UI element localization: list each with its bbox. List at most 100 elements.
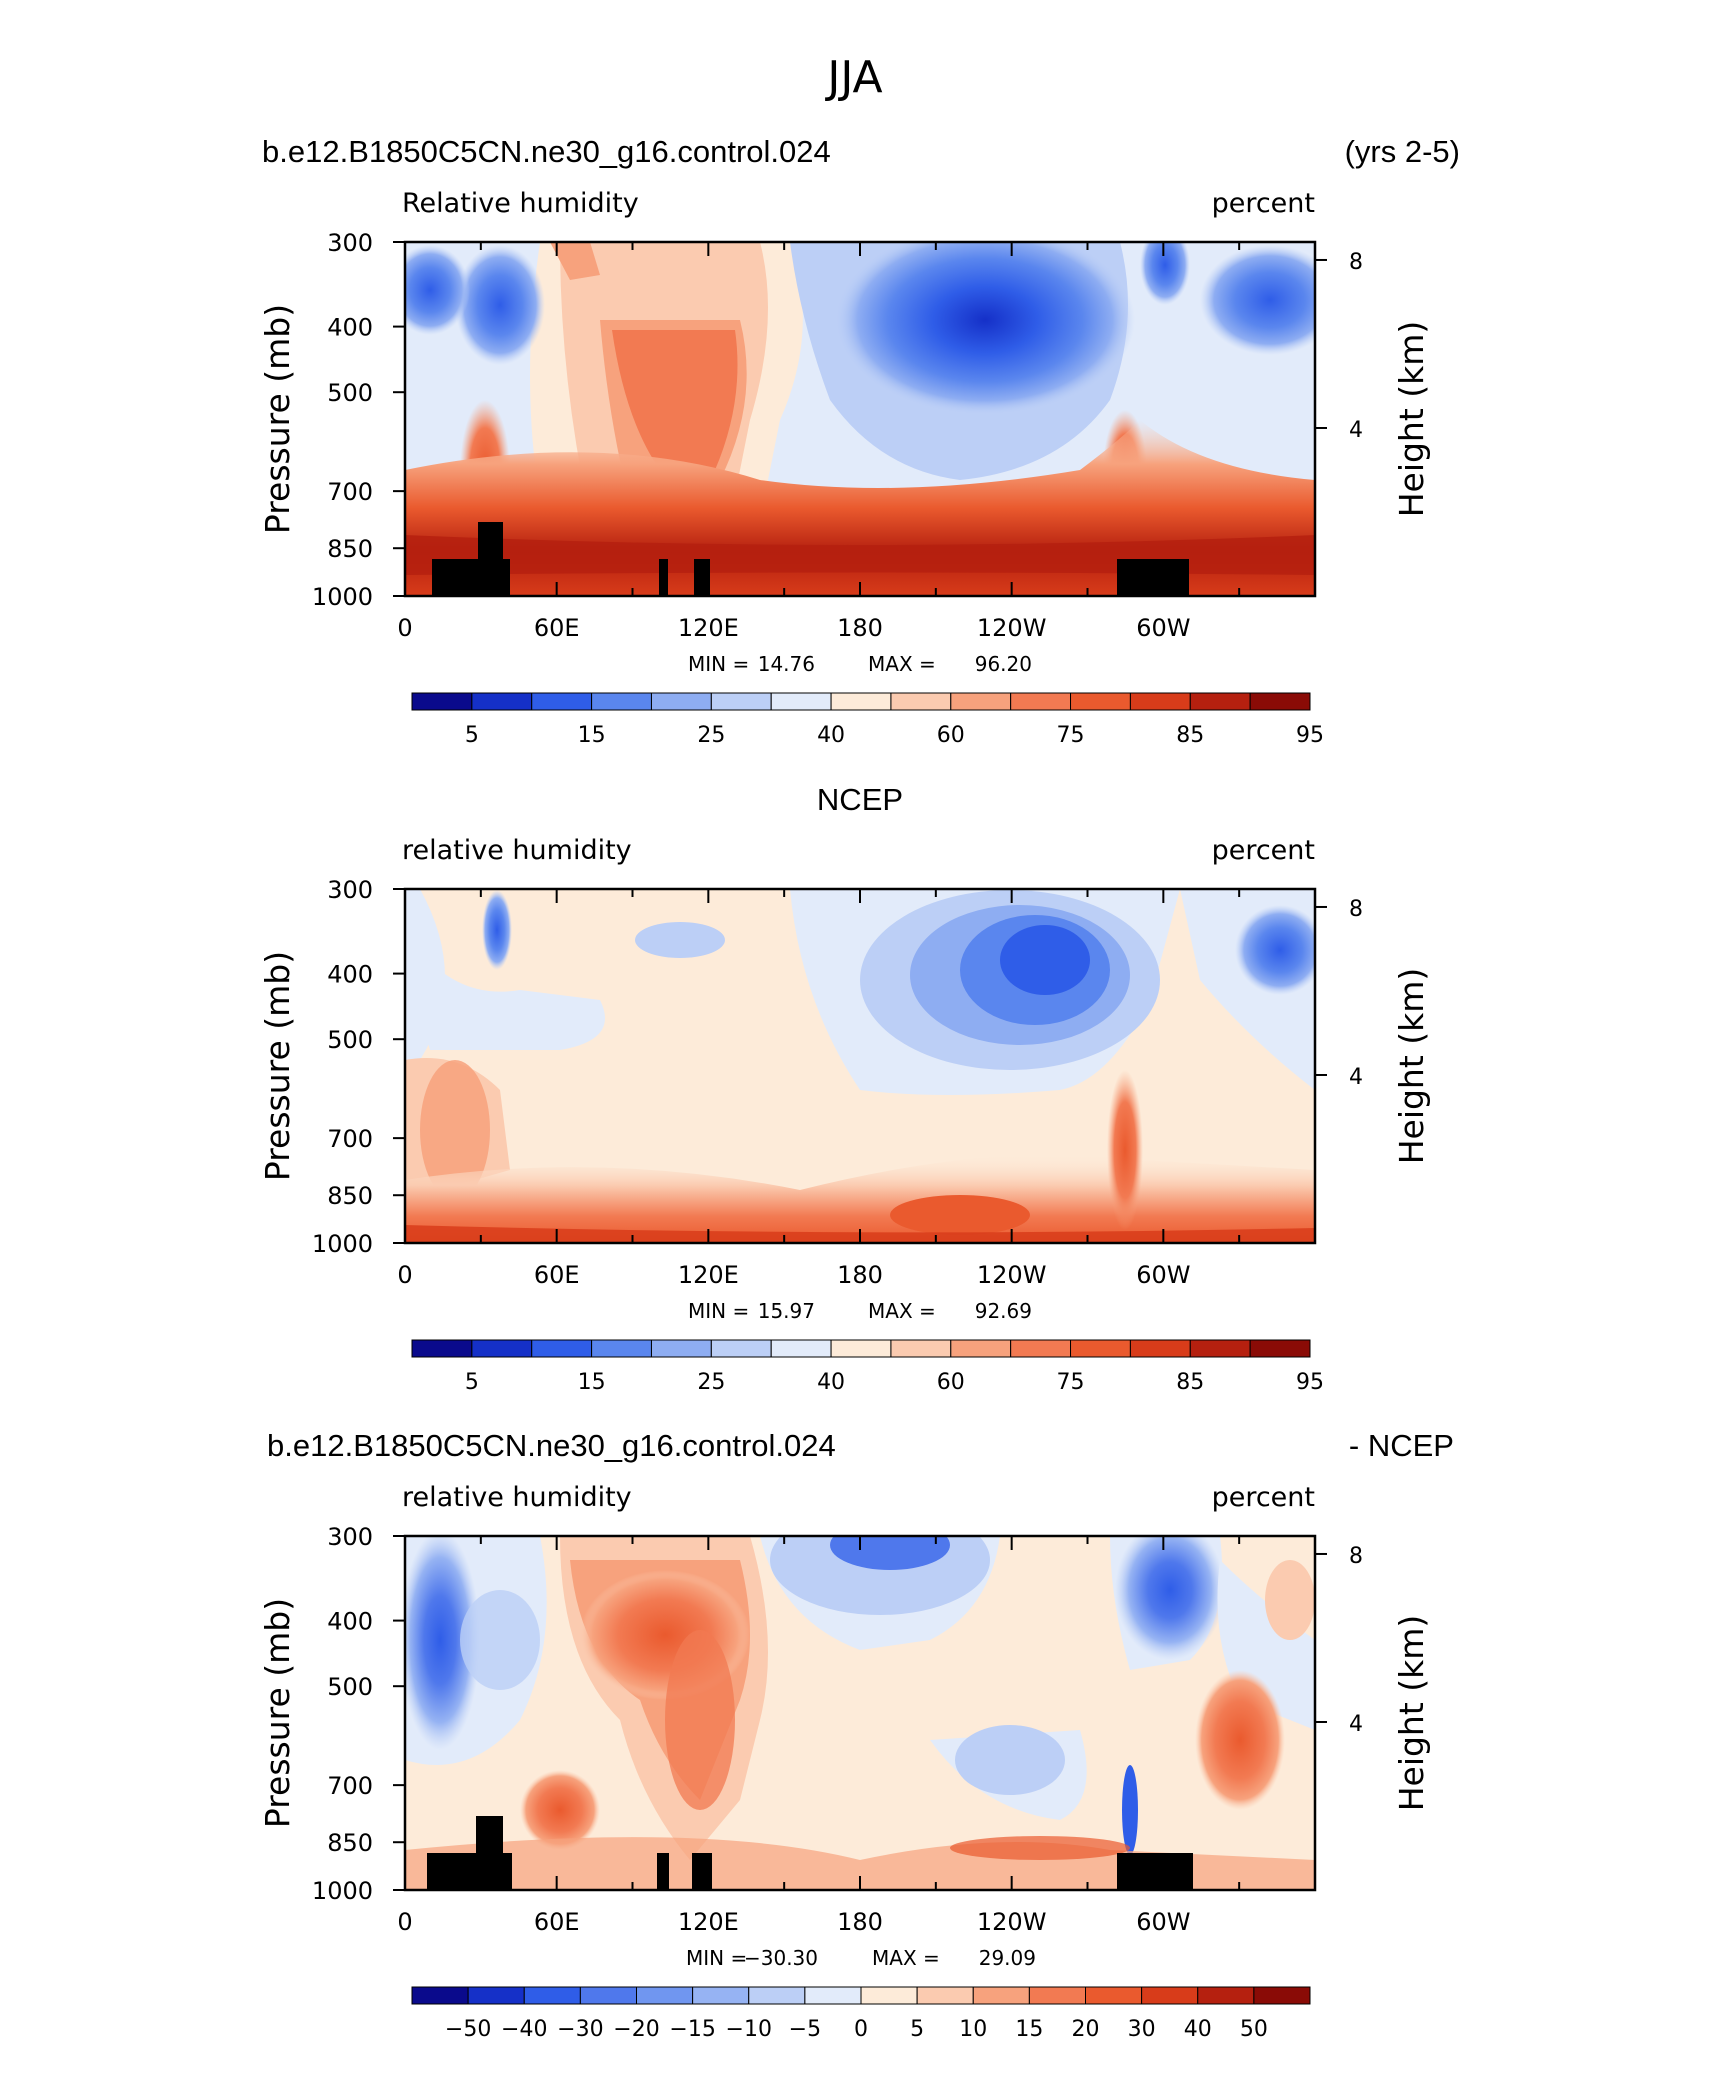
- panel-diff-max-label: MAX =: [872, 1946, 940, 1970]
- panel-obs-colorbar-box: [710, 1339, 772, 1358]
- panel-model-min-value: 14.76: [758, 652, 815, 676]
- panel-model-axes: 0 60E 120E 180 120W 60W 300 400 500 700 850 1000 8 4: [312, 229, 1363, 642]
- panel-diff-colorbar-label: −40: [501, 2017, 547, 2042]
- panel-obs-colorbar-box: [471, 1339, 533, 1358]
- panel-diff-colorbar-label: 15: [1015, 2017, 1043, 2042]
- panel-diff-x-tick-label: 180: [837, 1908, 883, 1936]
- panel-diff-y-right-tick-label: 8: [1349, 1544, 1363, 1569]
- panel-diff-variable-label: relative humidity: [402, 1482, 632, 1513]
- panel-diff-title: b.e12.B1850C5CN.ne30_g16.control.024: [267, 1428, 836, 1463]
- panel-model-years: (yrs 2-5): [1345, 134, 1460, 169]
- panel-obs-max-label: MAX =: [868, 1299, 936, 1323]
- panel-model-max-value: 96.20: [975, 652, 1032, 676]
- panel-obs-x-tick-label: 60E: [534, 1261, 580, 1289]
- panel-obs-min-label: MIN =: [688, 1299, 749, 1323]
- panel-obs-x-tick-label: 120W: [977, 1261, 1047, 1289]
- panel-diff-colorbar-box: [692, 1986, 750, 2005]
- panel-model-colorbar-box: [1010, 692, 1072, 711]
- panel-obs-ylabel-right: Height (km): [1392, 968, 1431, 1165]
- panel-diff-colorbar-label: 10: [959, 2017, 987, 2042]
- panel-obs-colorbar-box: [1070, 1339, 1131, 1358]
- figure-title: JJA: [824, 52, 882, 103]
- panel-model-x-tick-label: 0: [397, 614, 412, 642]
- panel-diff-y-tick-label: 1000: [312, 1877, 373, 1905]
- panel-diff-colorbar-box: [804, 1986, 862, 2005]
- panel-model-y-right-tick-label: 4: [1349, 418, 1363, 443]
- panel-model-colorbar-label: 95: [1296, 723, 1324, 748]
- panel-diff-x-tick-label: 60E: [534, 1908, 580, 1936]
- panel-model-y-tick-label: 400: [327, 314, 373, 342]
- panel-diff-colorbar-box: [1028, 1986, 1086, 2005]
- panel-model-x-tick-label: 60E: [534, 614, 580, 642]
- panel-diff-colorbar-box: [467, 1986, 525, 2005]
- panel-diff-colorbar-label: −10: [726, 2017, 772, 2042]
- panel-diff-colorbar-box: [579, 1986, 637, 2005]
- panel-model-colorbar-box: [471, 692, 533, 711]
- panel-model-colorbar-box: [950, 692, 1012, 711]
- panel-model-colorbar-box: [830, 692, 892, 711]
- panel-obs-colorbar-box: [770, 1339, 832, 1358]
- panel-diff-colorbar-box: [636, 1986, 694, 2005]
- panel-diff-colorbar-label: −50: [445, 2017, 491, 2042]
- panel-diff-colorbar-box: [1197, 1986, 1255, 2005]
- panel-obs-y-tick-label: 400: [327, 961, 373, 989]
- panel-obs-colorbar-box: [1010, 1339, 1072, 1358]
- panel-diff-colorbar-label: 50: [1240, 2017, 1268, 2042]
- panel-obs-variable-label: relative humidity: [402, 835, 632, 866]
- panel-diff-suffix: - NCEP: [1349, 1428, 1454, 1463]
- panel-obs-unit-label: percent: [1212, 835, 1315, 866]
- panel-diff-colorbar-box: [411, 1986, 469, 2005]
- panel-obs-colorbar-box: [1249, 1339, 1311, 1358]
- panel-obs-colorbar-box: [650, 1339, 712, 1358]
- panel-obs-x-tick-label: 60W: [1136, 1261, 1190, 1289]
- panel-diff-ylabel-right: Height (km): [1392, 1615, 1431, 1812]
- panel-model-colorbar-label: 85: [1176, 723, 1204, 748]
- panel-diff-colorbar-box: [523, 1986, 581, 2005]
- panel-diff-field: [405, 1536, 1315, 1890]
- panel-model-colorbar-box: [650, 692, 712, 711]
- panel-obs-y-tick-label: 850: [327, 1182, 373, 1210]
- panel-obs-colorbar-box: [531, 1339, 593, 1358]
- panel-model-ylabel: Pressure (mb): [258, 304, 297, 534]
- panel-model-colorbar-label: 25: [697, 723, 725, 748]
- panel-obs-colorbar: 5 15 25 40 60 75 85 95: [411, 1339, 1324, 1395]
- panel-diff-colorbar-label: −20: [613, 2017, 659, 2042]
- panel-obs-colorbar-label: 5: [465, 1370, 479, 1395]
- panel-model-x-tick-label: 60W: [1136, 614, 1190, 642]
- panel-model-colorbar-box: [1070, 692, 1131, 711]
- panel-model-colorbar-box: [770, 692, 832, 711]
- panel-obs-colorbar-box: [830, 1339, 892, 1358]
- panel-diff-colorbar-label: −30: [557, 2017, 603, 2042]
- panel-obs-x-tick-label: 180: [837, 1261, 883, 1289]
- panel-obs-y-tick-label: 500: [327, 1026, 373, 1054]
- panel-diff-colorbar-label: 30: [1128, 2017, 1156, 2042]
- panel-model-ylabel-right: Height (km): [1392, 321, 1431, 518]
- panel-diff-y-tick-label: 300: [327, 1523, 373, 1551]
- panel-model-y-tick-label: 850: [327, 535, 373, 563]
- panel-diff-min-value: −30.30: [744, 1946, 818, 1970]
- panel-obs-y-tick-label: 1000: [312, 1230, 373, 1258]
- panel-diff-colorbar-label: −5: [789, 2017, 821, 2042]
- panel-diff-x-tick-label: 120E: [678, 1908, 739, 1936]
- panel-obs-colorbar-box: [1129, 1339, 1191, 1358]
- panel-obs-y-right-tick-label: 4: [1349, 1065, 1363, 1090]
- panel-model-colorbar-box: [591, 692, 652, 711]
- panel-model-y-tick-label: 500: [327, 379, 373, 407]
- panel-model-x-tick-label: 180: [837, 614, 883, 642]
- panel-diff-colorbar-box: [1141, 1986, 1199, 2005]
- panel-obs-title: NCEP: [817, 782, 903, 817]
- panel-model-colorbar-label: 75: [1057, 723, 1085, 748]
- panel-obs-max-value: 92.69: [975, 1299, 1032, 1323]
- panel-diff-colorbar-box: [1253, 1986, 1311, 2005]
- panel-model-x-tick-label: 120E: [678, 614, 739, 642]
- panel-diff-colorbar-box: [748, 1986, 806, 2005]
- panel-diff-ylabel: Pressure (mb): [258, 1598, 297, 1828]
- panel-diff-colorbar-label: 40: [1184, 2017, 1212, 2042]
- panel-model-y-right-tick-label: 8: [1349, 250, 1363, 275]
- panel-obs: NCEP relative humidity percent 0: [258, 782, 1431, 1395]
- panel-model-unit-label: percent: [1212, 188, 1315, 219]
- panel-diff-x-tick-label: 60W: [1136, 1908, 1190, 1936]
- panel-model-colorbar-label: 5: [465, 723, 479, 748]
- panel-diff-colorbar-box: [860, 1986, 918, 2005]
